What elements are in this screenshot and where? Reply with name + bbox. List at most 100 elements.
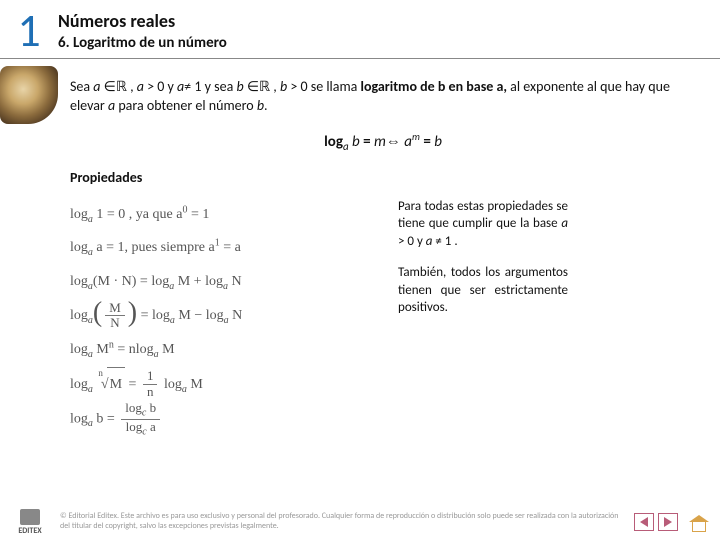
f: N xyxy=(229,308,243,323)
f: log xyxy=(70,308,88,323)
home-roof-icon xyxy=(689,515,709,522)
paren: ( xyxy=(93,302,102,324)
logo-icon xyxy=(20,509,40,525)
t: > 0 y xyxy=(398,234,426,249)
prop-row-5: loga Mn = nloga M xyxy=(70,333,370,367)
f: M xyxy=(187,377,203,392)
slide-footer: EDITEX © Editorial Editex. Este archivo … xyxy=(0,504,720,540)
f: N xyxy=(228,274,242,289)
f: = 1 xyxy=(187,207,209,222)
f: M − log xyxy=(175,308,224,323)
f: N xyxy=(105,316,125,330)
f: M xyxy=(105,301,125,316)
f: b = xyxy=(93,412,118,427)
home-button[interactable] xyxy=(688,512,710,532)
t: ≠ 1 . xyxy=(432,234,457,249)
central-formula: loga b = m⇔ am = b xyxy=(70,130,696,155)
title-main: Números reales xyxy=(58,10,227,32)
f: log xyxy=(160,377,181,392)
f: = xyxy=(220,240,235,255)
f: logc b xyxy=(121,401,160,420)
prop-row-1: loga 1 = 0 , ya que a0 = 1 xyxy=(70,198,370,232)
t: ≠ 1 y sea xyxy=(184,78,236,95)
f: log xyxy=(136,342,154,357)
f: a xyxy=(147,419,156,434)
paren: ) xyxy=(128,302,137,324)
frac: logc blogc a xyxy=(121,401,160,437)
prev-button[interactable] xyxy=(634,513,654,531)
var-b: b xyxy=(236,78,243,95)
var-b: b xyxy=(257,97,264,114)
prop-row-7: loga b = logc blogc a xyxy=(70,401,370,437)
f: a xyxy=(88,383,93,394)
prop-row-6: loga n√M = 1n loga M xyxy=(70,367,370,402)
f: m xyxy=(412,130,420,143)
t: ∈ℝ , xyxy=(244,78,280,95)
f: M xyxy=(107,367,125,402)
triangle-left-icon xyxy=(640,517,648,527)
frac: 1n xyxy=(143,369,158,399)
f: log xyxy=(70,412,88,427)
triangle-right-icon xyxy=(664,517,672,527)
nav-controls xyxy=(634,512,720,532)
f: = xyxy=(360,133,374,151)
var-a: a xyxy=(137,78,144,95)
t: > 0 se llama xyxy=(287,78,360,95)
t: a xyxy=(561,216,568,231)
f: M + log xyxy=(174,274,223,289)
f: log xyxy=(126,419,143,434)
f: logc a xyxy=(121,420,160,438)
f: log xyxy=(70,207,88,222)
prop-row-3: loga(M · N) = loga M + loga N xyxy=(70,265,370,299)
t: Sea xyxy=(70,78,93,95)
properties-notes: Para todas estas propiedades se tiene qu… xyxy=(398,198,568,438)
publisher-logo: EDITEX xyxy=(0,509,60,535)
f: m xyxy=(374,133,386,151)
t: > 0 y xyxy=(144,78,177,95)
f: a xyxy=(343,140,349,153)
slide-header: 1 Números reales 6. Logaritmo de un núme… xyxy=(0,0,720,54)
f: b xyxy=(434,133,442,151)
properties-heading: Propiedades xyxy=(70,169,696,188)
next-button[interactable] xyxy=(658,513,678,531)
f: M xyxy=(159,342,175,357)
f: log xyxy=(70,274,88,289)
f: 1 = 0 , ya que xyxy=(93,207,176,222)
f: = log xyxy=(137,308,170,323)
t: Para todas estas propiedades se tiene qu… xyxy=(398,199,568,232)
f: log xyxy=(324,133,343,151)
properties-body: loga 1 = 0 , ya que a0 = 1 loga a = 1, p… xyxy=(70,198,696,438)
copyright-text: © Editorial Editex. Este archivo es para… xyxy=(60,512,634,531)
f: n xyxy=(143,385,158,399)
f: = xyxy=(114,342,129,357)
frac: MN xyxy=(105,301,125,331)
title-sub: 6. Logaritmo de un número xyxy=(58,34,227,52)
intro-paragraph: Sea a ∈ℝ , a > 0 y a≠ 1 y sea b ∈ℝ , b >… xyxy=(70,78,696,116)
f: b xyxy=(146,400,156,415)
chapter-number: 1 xyxy=(0,6,58,54)
note-1: Para todas estas propiedades se tiene qu… xyxy=(398,198,568,251)
header-rule xyxy=(0,58,720,59)
title-block: Números reales 6. Logaritmo de un número xyxy=(58,6,227,52)
f: log xyxy=(70,342,88,357)
f: 1 xyxy=(143,369,158,384)
f: log xyxy=(125,400,142,415)
logo-text: EDITEX xyxy=(18,526,41,536)
t: . xyxy=(264,97,268,114)
f: b xyxy=(352,133,360,151)
f: ⇔ xyxy=(386,133,404,151)
t: para obtener el número xyxy=(115,97,257,114)
f: = 1, pues siempre xyxy=(103,240,209,255)
prop-row-4: loga(MN) = loga M − loga N xyxy=(70,299,370,333)
note-2: También, todos los argumentos tienen que… xyxy=(398,264,568,317)
f: log xyxy=(70,377,88,392)
nautilus-image xyxy=(0,66,58,124)
f: a xyxy=(235,240,241,255)
content-area: Sea a ∈ℝ , a > 0 y a ≠ 1 y sea b ∈ℝ , b >… xyxy=(70,78,696,437)
f: (M · N) = log xyxy=(93,274,169,289)
definition-bold: logaritmo de b en base a, xyxy=(361,78,508,95)
t: ∈ℝ , xyxy=(100,78,136,95)
f: log xyxy=(70,240,88,255)
f: = xyxy=(125,377,140,392)
f: n xyxy=(129,342,136,357)
